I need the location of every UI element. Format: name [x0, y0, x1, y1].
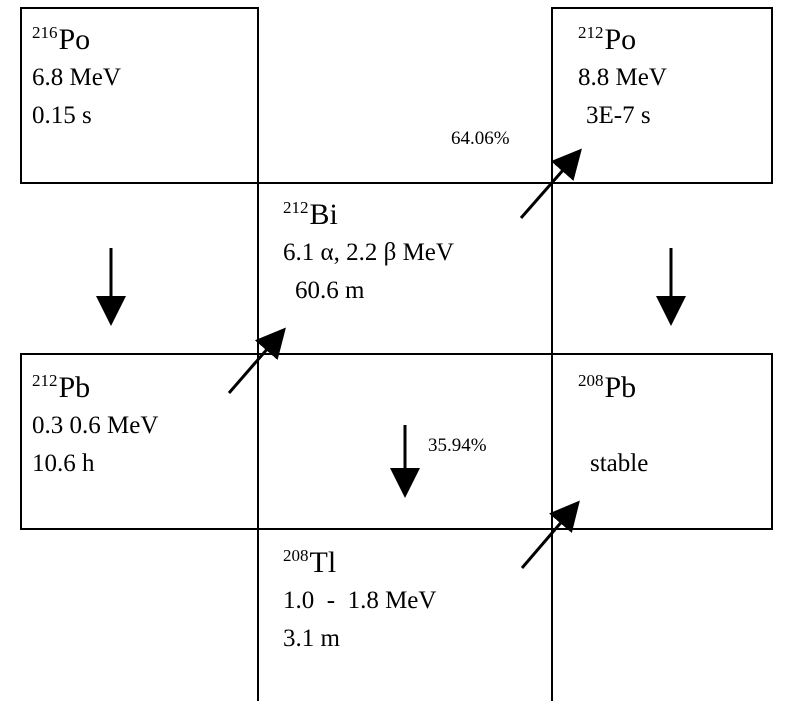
nuclide-label: 212Bi	[283, 196, 454, 234]
box-po216-left	[20, 7, 22, 183]
nuclide-bi212: 212Bi 6.1 α, 2.2 β MeV 60.6 m	[283, 196, 454, 310]
decay-energy: 0.3 0.6 MeV	[32, 412, 159, 439]
row-divider-bottom	[20, 528, 772, 530]
mass-number: 216	[32, 23, 58, 42]
nuclide-label: 208Tl	[283, 544, 436, 582]
nuclide-pb208: 208Pb stable	[578, 369, 648, 483]
mass-number: 208	[283, 546, 309, 565]
element-symbol: Po	[604, 23, 637, 56]
box-po216-top	[20, 7, 258, 9]
half-life: 3.1 m	[283, 625, 340, 652]
half-life: 60.6 m	[295, 277, 365, 304]
mass-number: 212	[283, 198, 309, 217]
nuclide-label: 208Pb	[578, 369, 648, 407]
mass-number: 212	[32, 371, 58, 390]
half-life: 3E-7 s	[586, 102, 651, 129]
decay-energy: 6.1 α, 2.2 β MeV	[283, 239, 454, 266]
half-life: 0.15 s	[32, 102, 92, 129]
box-po212-right	[771, 7, 773, 184]
nuclide-po216: 216Po 6.8 MeV 0.15 s	[32, 21, 121, 135]
half-life: 10.6 h	[32, 450, 95, 477]
row-divider-middle	[20, 353, 772, 355]
nuclide-pb212: 212Pb 0.3 0.6 MeV 10.6 h	[32, 369, 158, 483]
nuclide-label: 212Po	[578, 21, 667, 59]
element-symbol: Po	[58, 23, 91, 56]
stability-status: stable	[590, 450, 649, 477]
nuclide-label: 216Po	[32, 21, 121, 59]
branch-ratio-bi-to-tl: 35.94%	[428, 435, 487, 456]
box-po212-top	[551, 7, 772, 9]
box-pb208-right	[771, 353, 773, 530]
decay-energy: 1.0 - 1.8 MeV	[283, 587, 437, 614]
decay-energy: 6.8 MeV	[32, 64, 121, 91]
nuclide-po212: 212Po 8.8 MeV 3E-7 s	[578, 21, 667, 135]
arrow-tl208-to-pb208	[520, 500, 580, 569]
arrow-pb212-to-bi212	[227, 327, 286, 394]
element-symbol: Bi	[309, 198, 338, 231]
nuclide-label: 212Pb	[32, 369, 158, 407]
row-divider-top	[20, 182, 772, 184]
mass-number: 212	[578, 23, 604, 42]
arrow-bi212-to-po212	[519, 148, 582, 219]
decay-energy: 8.8 MeV	[578, 64, 667, 91]
branch-ratio-bi-to-po: 64.06%	[451, 128, 510, 149]
mass-number: 208	[578, 371, 604, 390]
nuclide-tl208: 208Tl 1.0 - 1.8 MeV 3.1 m	[283, 544, 436, 658]
element-symbol: Pb	[58, 371, 91, 404]
element-symbol: Pb	[604, 371, 637, 404]
element-symbol: Tl	[309, 546, 337, 579]
box-pb212-left	[20, 353, 22, 530]
